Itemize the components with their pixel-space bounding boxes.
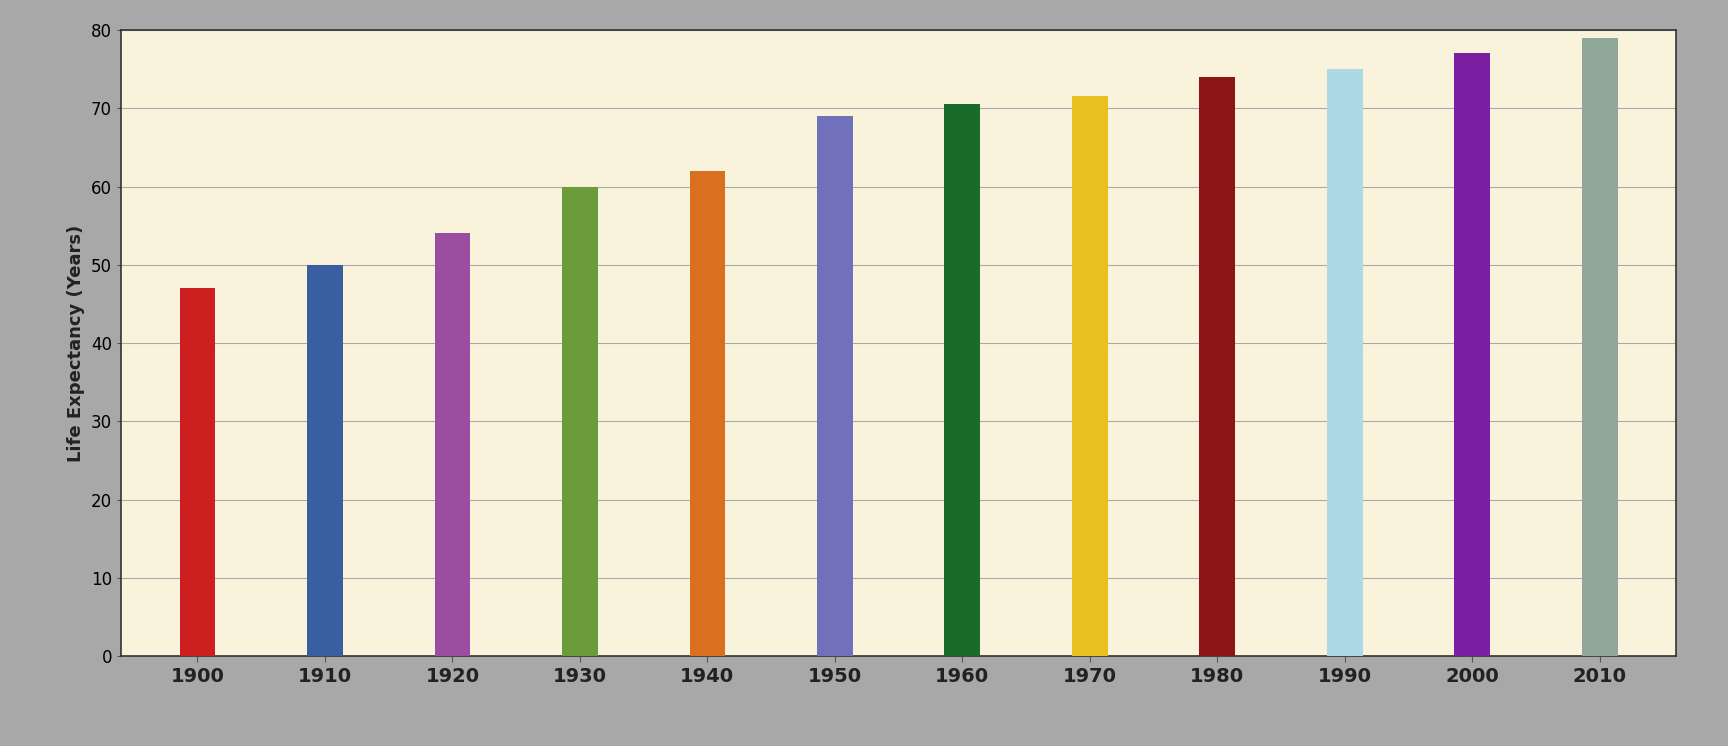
Bar: [1071, 96, 1108, 656]
Bar: [689, 171, 726, 656]
Bar: [562, 186, 598, 656]
Bar: [1455, 54, 1490, 656]
Bar: [1581, 37, 1617, 656]
Bar: [1199, 77, 1236, 656]
Bar: [308, 265, 342, 656]
Bar: [434, 233, 470, 656]
Y-axis label: Life Expectancy (Years): Life Expectancy (Years): [67, 225, 85, 462]
Bar: [817, 116, 852, 656]
Bar: [945, 104, 980, 656]
Bar: [180, 288, 216, 656]
Bar: [1327, 69, 1363, 656]
